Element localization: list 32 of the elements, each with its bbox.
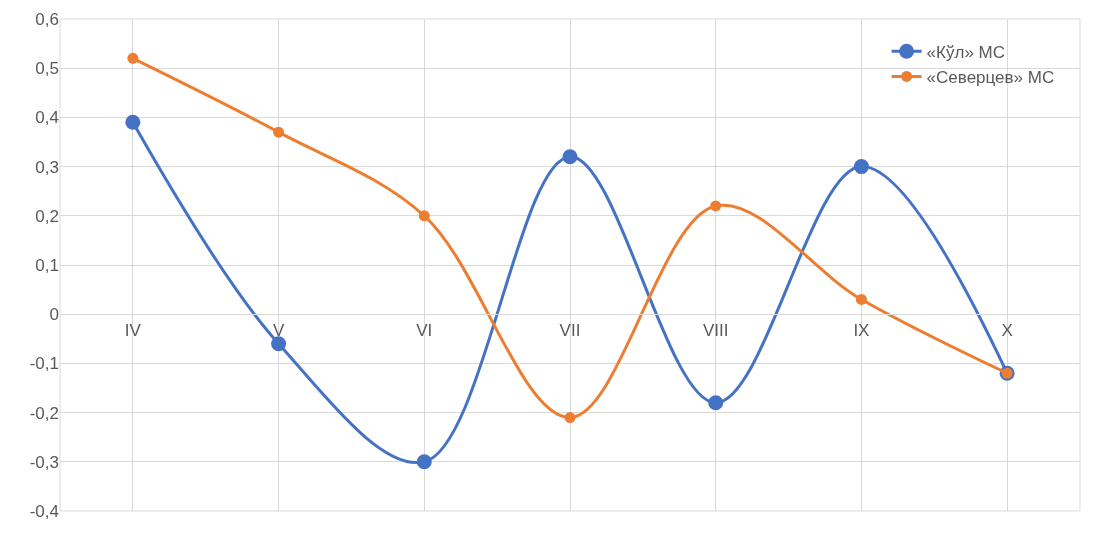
point <box>562 149 578 165</box>
x-tick-label: IV <box>124 320 142 340</box>
y-tick-label: -0,1 <box>29 354 59 374</box>
legend-label: «Северцев» МС <box>926 68 1055 88</box>
point <box>418 210 430 222</box>
point <box>708 395 724 411</box>
x-tick-label: V <box>272 320 285 340</box>
point <box>710 200 722 212</box>
y-tick-label: 0,4 <box>35 108 59 128</box>
y-tick-label: 0 <box>49 305 59 325</box>
y-tick-label: 0,2 <box>35 206 59 226</box>
x-tick-label: VI <box>416 320 433 340</box>
point <box>273 126 285 138</box>
point <box>855 293 867 305</box>
point <box>564 412 576 424</box>
point <box>125 114 141 130</box>
legend-label: «Кўл» МС <box>926 42 1006 62</box>
x-tick-label: VIII <box>702 320 729 340</box>
point <box>127 52 139 64</box>
point <box>853 159 869 175</box>
x-tick-label: IX <box>853 320 870 340</box>
y-tick-label: -0,3 <box>29 452 59 472</box>
x-tick-label: X <box>1001 320 1013 340</box>
x-tick-label: VII <box>559 320 581 340</box>
y-tick-label: -0,4 <box>29 501 59 521</box>
y-tick-label: 0,3 <box>35 157 59 177</box>
point <box>416 454 432 470</box>
y-tick-label: 0,1 <box>35 255 59 275</box>
y-tick-label: -0,2 <box>29 403 59 423</box>
y-tick-label: 0,6 <box>35 9 59 29</box>
y-tick-label: 0,5 <box>35 59 59 79</box>
point <box>271 336 287 352</box>
